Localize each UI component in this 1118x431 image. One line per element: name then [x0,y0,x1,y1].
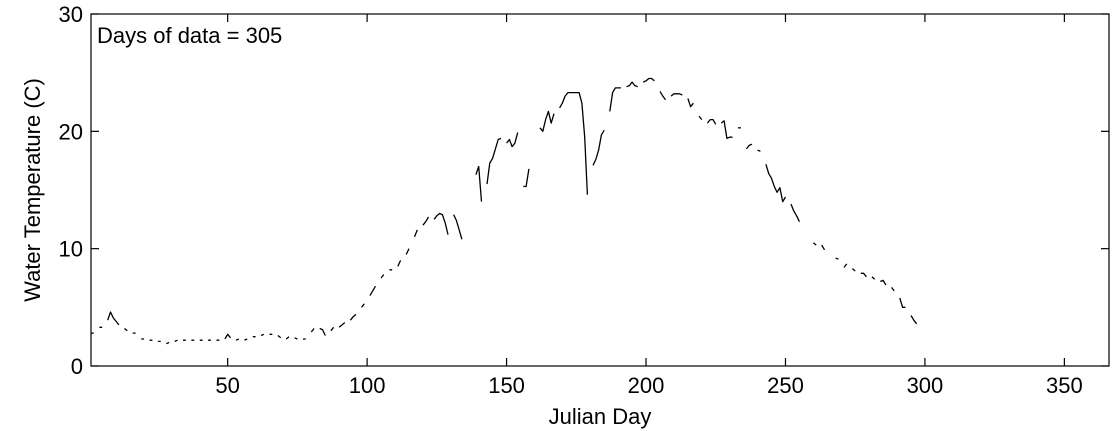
data-count-annotation: Days of data = 305 [97,23,282,48]
y-tick-label: 30 [59,2,83,27]
tick-labels: 50 100 150 200 250 300 350 0 10 20 30 [59,2,1083,398]
tick-marks [91,13,1109,367]
x-tick-label: 250 [767,373,804,398]
x-tick-label: 100 [349,373,386,398]
y-axis-label: Water Temperature (C) [20,78,45,302]
y-tick-label: 20 [59,119,83,144]
y-tick-label: 0 [71,354,83,379]
x-tick-label: 300 [907,373,944,398]
x-axis-label: Julian Day [549,404,652,429]
x-tick-label: 350 [1046,373,1083,398]
x-tick-label: 150 [488,373,525,398]
x-tick-label: 50 [215,373,239,398]
plot-frame [90,13,1110,367]
y-tick-label: 10 [59,237,83,262]
x-tick-label: 200 [628,373,665,398]
temperature-series-line [91,77,918,345]
